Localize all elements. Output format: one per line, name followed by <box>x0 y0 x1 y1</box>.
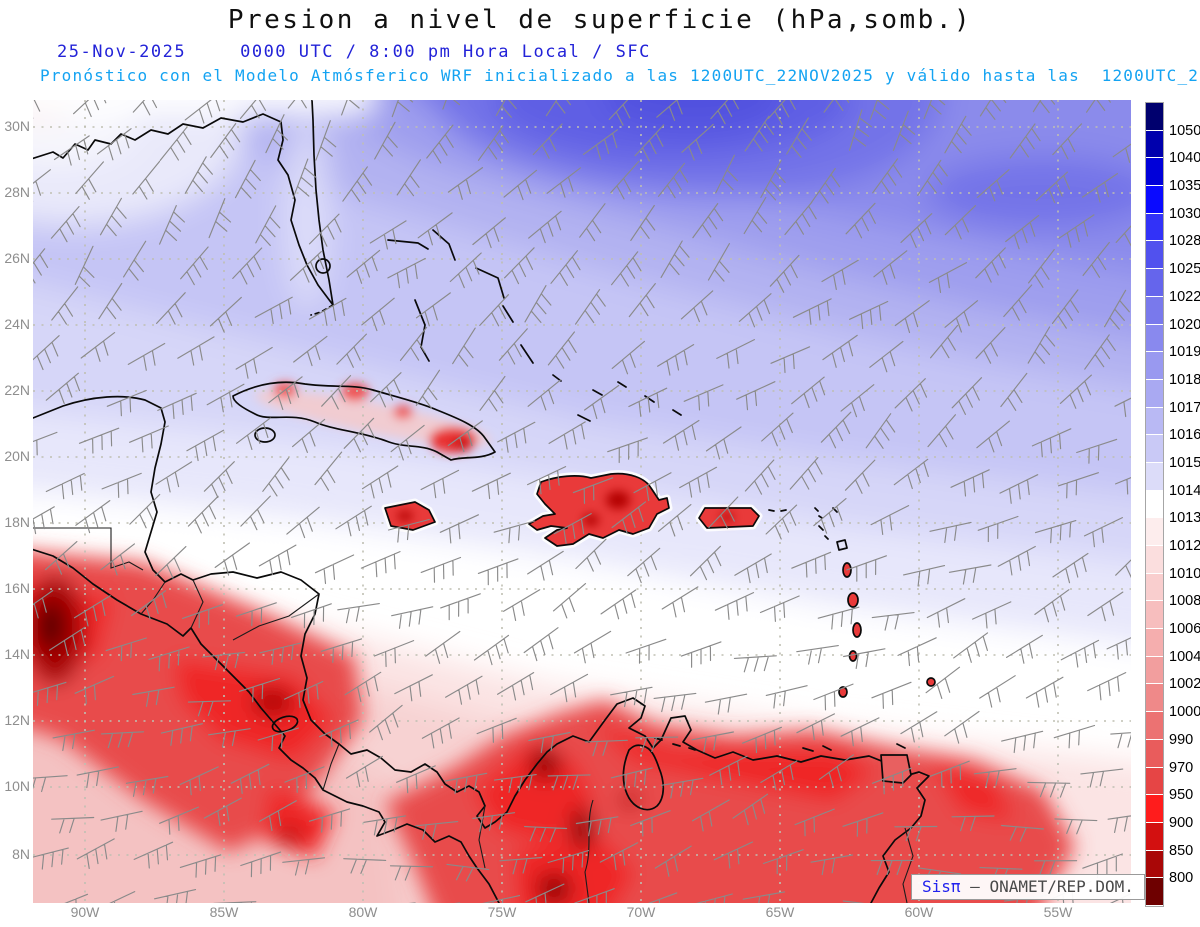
valid-date-label: 25-Nov-2025 <box>57 42 187 62</box>
colorbar-cell <box>1146 684 1163 713</box>
colorbar-tick-label: 1015 <box>1169 454 1200 471</box>
lat-tick-label: 12N <box>4 712 30 728</box>
colorbar-tick-label: 1008 <box>1169 593 1200 610</box>
colorbar-tick-label: 950 <box>1169 787 1194 804</box>
colorbar-cell <box>1146 656 1163 685</box>
colorbar-tick-label: 1000 <box>1169 704 1200 721</box>
colorbar-tick-label: 1016 <box>1169 427 1200 444</box>
colorbar-cell <box>1146 324 1163 353</box>
pressure-map <box>33 100 1131 903</box>
colorbar-cell <box>1146 767 1163 796</box>
colorbar-tick-label: 1028 <box>1169 233 1200 250</box>
lon-tick-label: 60W <box>904 904 934 920</box>
colorbar-tick-label: 970 <box>1169 759 1194 776</box>
lat-tick-label: 20N <box>4 448 30 464</box>
lat-tick-label: 22N <box>4 382 30 398</box>
wind-barbs <box>33 100 1131 903</box>
colorbar-cell <box>1146 629 1163 657</box>
colorbar-tick-label: 1019 <box>1169 344 1200 361</box>
colorbar-cell <box>1146 241 1163 270</box>
colorbar-cell <box>1146 573 1163 602</box>
lon-tick-label: 90W <box>70 904 100 920</box>
lon-tick-label: 55W <box>1043 904 1073 920</box>
colorbar-cell <box>1146 546 1163 574</box>
colorbar-tick-label: 1018 <box>1169 371 1200 388</box>
lat-tick-label: 10N <box>4 778 30 794</box>
colorbar-cell <box>1146 130 1163 159</box>
lat-tick-label: 30N <box>4 118 30 134</box>
lat-tick-label: 16N <box>4 580 30 596</box>
colorbar-cell <box>1146 269 1163 297</box>
lon-tick-label: 75W <box>487 904 517 920</box>
colorbar-tick-label: 850 <box>1169 842 1194 859</box>
colorbar-cell <box>1146 186 1163 214</box>
watermark-org: – ONAMET/REP.DOM. <box>970 877 1134 896</box>
colorbar-tick-label: 1022 <box>1169 288 1200 305</box>
colorbar-tick-label: 1006 <box>1169 621 1200 638</box>
colorbar-cell <box>1146 518 1163 546</box>
colorbar-tick-label: 1012 <box>1169 538 1200 555</box>
colorbar-tick-label: 1020 <box>1169 316 1200 333</box>
lat-tick-label: 24N <box>4 316 30 332</box>
colorbar-tick-label: 990 <box>1169 731 1194 748</box>
colorbar-cell <box>1146 850 1163 879</box>
colorbar-cell <box>1146 601 1163 630</box>
page-title: Presion a nivel de superficie (hPa,somb.… <box>227 5 973 35</box>
colorbar-tick-label: 1002 <box>1169 676 1200 693</box>
coastlines <box>33 100 930 903</box>
colorbar-cell <box>1146 435 1163 463</box>
valid-hour-label: 0000 UTC / 8:00 pm Hora Local / SFC <box>240 42 651 62</box>
colorbar-cell <box>1146 739 1163 768</box>
colorbar-cell <box>1146 103 1163 131</box>
colorbar-tick-label: 1030 <box>1169 205 1200 222</box>
colorbar-tick-label: 1050 <box>1169 122 1200 139</box>
lat-tick-label: 14N <box>4 646 30 662</box>
lon-tick-label: 65W <box>765 904 795 920</box>
colorbar-cell <box>1146 407 1163 436</box>
lon-tick-label: 80W <box>348 904 378 920</box>
colorbar-tick-label: 1025 <box>1169 261 1200 278</box>
islands <box>381 470 936 784</box>
lat-tick-label: 18N <box>4 514 30 530</box>
colorbar-tick-label: 900 <box>1169 814 1194 831</box>
lat-tick-label: 26N <box>4 250 30 266</box>
map-canvas <box>33 100 1131 903</box>
colorbar-cell <box>1146 822 1163 851</box>
colorbar-cell <box>1146 158 1163 187</box>
lat-tick-label: 28N <box>4 184 30 200</box>
pressure-colorbar <box>1145 102 1164 907</box>
colorbar-tick-label: 1014 <box>1169 482 1200 499</box>
colorbar-cell <box>1146 712 1163 740</box>
colorbar-cell <box>1146 878 1163 906</box>
colorbar-cell <box>1146 352 1163 380</box>
colorbar-tick-label: 800 <box>1169 870 1194 887</box>
watermark-brand: Sisπ <box>922 877 961 896</box>
colorbar-cell <box>1146 462 1163 491</box>
colorbar-cell <box>1146 379 1163 408</box>
model-info-line: Pronóstico con el Modelo Atmósferico WRF… <box>40 66 1200 85</box>
colorbar-cell <box>1146 296 1163 325</box>
colorbar-tick-label: 1004 <box>1169 648 1200 665</box>
colorbar-tick-label: 1017 <box>1169 399 1200 416</box>
watermark: Sisπ – ONAMET/REP.DOM. <box>911 874 1145 900</box>
lat-tick-label: 8N <box>12 846 30 862</box>
colorbar-tick-label: 1010 <box>1169 565 1200 582</box>
colorbar-cell <box>1146 795 1163 823</box>
colorbar-cell <box>1146 490 1163 519</box>
colorbar-tick-label: 1035 <box>1169 178 1200 195</box>
colorbar-tick-label: 1040 <box>1169 150 1200 167</box>
colorbar-tick-label: 1013 <box>1169 510 1200 527</box>
high-pressure-shading <box>33 100 1131 693</box>
valid-time-line: 25-Nov-2025 0000 UTC / 8:00 pm Hora Local… <box>57 42 651 62</box>
lon-tick-label: 70W <box>626 904 656 920</box>
terrain-red-cores <box>33 551 1075 903</box>
colorbar-cell <box>1146 213 1163 242</box>
lon-tick-label: 85W <box>209 904 239 920</box>
